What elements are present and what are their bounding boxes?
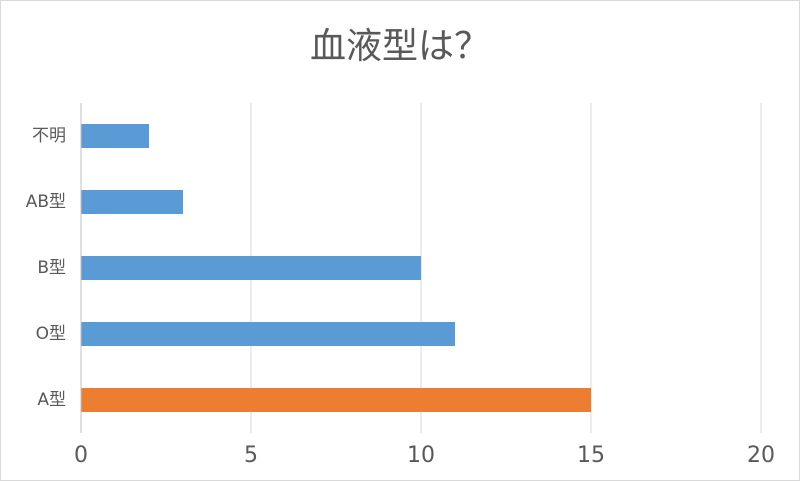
x-tick-label: 5	[244, 443, 258, 468]
bar	[81, 322, 455, 346]
x-tick-label: 20	[747, 443, 775, 468]
y-tick-label: A型	[37, 390, 66, 410]
bar	[81, 124, 149, 148]
bar	[81, 190, 183, 214]
y-tick-label: O型	[36, 324, 66, 344]
bar	[81, 256, 421, 280]
y-tick-label: AB型	[26, 192, 66, 212]
y-tick-label: 不明	[32, 126, 66, 146]
x-tick-label: 0	[74, 443, 88, 468]
chart-title: 血液型は？	[310, 26, 490, 67]
x-tick-label: 10	[407, 443, 435, 468]
bar	[81, 388, 591, 412]
x-tick-label: 15	[577, 443, 605, 468]
y-tick-label: B型	[37, 258, 66, 278]
